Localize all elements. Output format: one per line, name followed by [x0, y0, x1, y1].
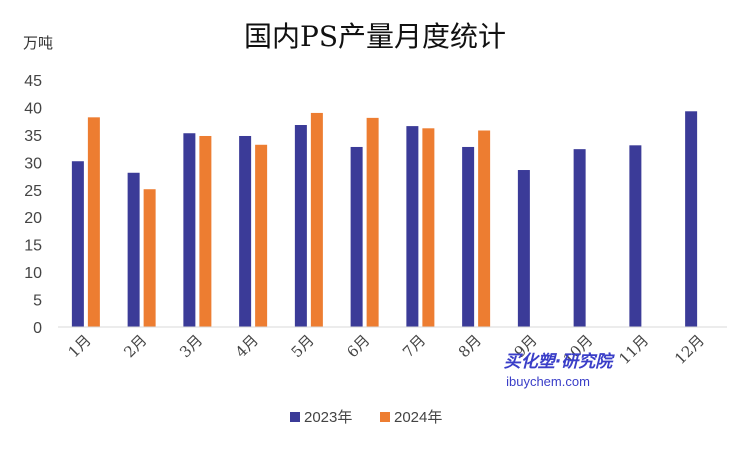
y-axis-ticks: 0 5 10 15 20 25 30 35 40 45	[24, 73, 42, 337]
legend-label: 2023年	[304, 409, 352, 426]
bar-2024年-5月	[310, 112, 323, 327]
x-tick-label: 1月	[65, 331, 95, 361]
legend-item: 2023年	[290, 409, 352, 426]
y-tick-label: 30	[24, 155, 42, 172]
series-2023年	[71, 111, 698, 328]
x-tick-label: 6月	[343, 331, 373, 361]
x-tick-label: 3月	[176, 331, 206, 361]
x-tick-label: 4月	[232, 331, 262, 361]
watermark: 买化塑·研究院 ibuychem.com	[504, 352, 615, 389]
bar-2023年-11月	[629, 145, 642, 327]
bar-2023年-1月	[71, 161, 84, 327]
y-tick-label: 25	[24, 183, 42, 200]
x-tick-label: 2月	[120, 331, 150, 361]
x-tick-label: 11月	[615, 331, 652, 368]
x-tick-label: 7月	[399, 331, 429, 361]
bar-2023年-5月	[294, 125, 307, 328]
bar-2023年-2月	[127, 172, 140, 327]
bar-2023年-10月	[573, 149, 586, 327]
y-tick-label: 35	[24, 128, 42, 145]
legend-label: 2024年	[394, 409, 442, 426]
y-axis-unit: 万吨	[23, 34, 53, 52]
bar-2023年-4月	[239, 135, 252, 327]
legend-item: 2024年	[380, 409, 442, 426]
series-2024年	[87, 112, 491, 327]
bar-2023年-12月	[685, 111, 698, 327]
bar-2024年-4月	[255, 144, 268, 327]
bar-2023年-8月	[462, 146, 475, 327]
bar-2023年-3月	[183, 133, 196, 327]
y-tick-label: 40	[24, 100, 42, 117]
bar-2024年-3月	[199, 135, 212, 327]
bar-2024年-6月	[366, 117, 379, 327]
legend: 2023年 2024年	[290, 409, 442, 426]
bar-2023年-6月	[350, 146, 363, 327]
bar-2024年-7月	[422, 128, 435, 327]
bar-2024年-2月	[143, 189, 156, 327]
bar-2023年-9月	[517, 170, 530, 327]
legend-swatch	[380, 412, 390, 422]
watermark-text-en: ibuychem.com	[506, 374, 590, 389]
y-tick-label: 20	[24, 210, 42, 227]
bar-2024年-8月	[478, 130, 491, 327]
chart-title: 国内PS产量月度统计	[244, 20, 506, 53]
bar-2024年-1月	[87, 117, 100, 327]
y-tick-label: 0	[33, 320, 42, 337]
watermark-text-cn: 买化塑·研究院	[504, 352, 615, 372]
bar-series	[71, 111, 698, 328]
bar-2023年-7月	[406, 126, 419, 328]
y-tick-label: 10	[24, 265, 42, 282]
y-tick-label: 5	[33, 293, 42, 310]
y-tick-label: 45	[24, 73, 42, 90]
y-tick-label: 15	[24, 238, 42, 255]
x-tick-label: 12月	[671, 331, 708, 368]
x-tick-label: 8月	[455, 331, 485, 361]
legend-swatch	[290, 412, 300, 422]
x-tick-label: 5月	[288, 331, 318, 361]
